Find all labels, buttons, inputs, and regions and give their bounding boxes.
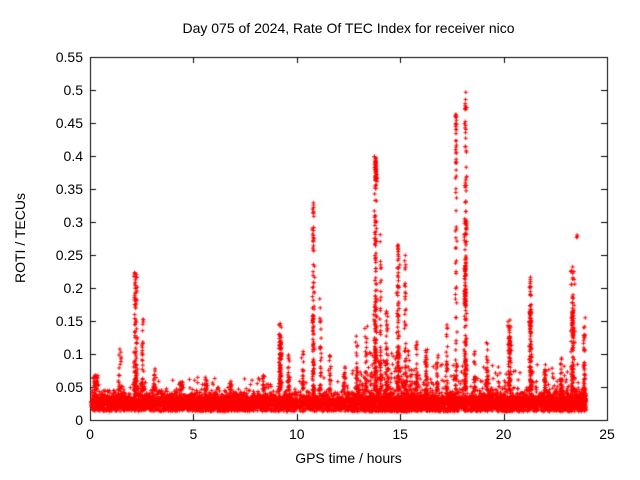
x-tick-label: 5	[189, 426, 198, 442]
y-tick-label: 0.5	[63, 82, 83, 98]
x-tick-label: 0	[86, 426, 94, 442]
y-tick-label: 0.2	[63, 280, 83, 296]
x-tick-label: 25	[599, 426, 615, 442]
x-tick-label: 10	[289, 426, 305, 442]
y-tick-label: 0.1	[63, 346, 83, 362]
chart-title: Day 075 of 2024, Rate Of TEC Index for r…	[182, 20, 515, 36]
y-tick-label: 0.3	[63, 214, 83, 230]
y-tick-label: 0.15	[55, 313, 83, 329]
y-tick-label: 0	[75, 412, 83, 428]
y-tick-label: 0.05	[55, 379, 83, 395]
y-tick-label: 0.45	[55, 115, 83, 131]
x-axis-label: GPS time / hours	[295, 450, 402, 466]
x-tick-label: 20	[495, 426, 512, 442]
y-tick-label: 0.55	[55, 49, 83, 65]
y-tick-label: 0.4	[63, 148, 83, 164]
y-axis-label: ROTI / TECUs	[12, 193, 28, 283]
x-tick-label: 15	[392, 426, 408, 442]
y-tick-label: 0.35	[55, 181, 83, 197]
y-tick-label: 0.25	[55, 247, 83, 263]
